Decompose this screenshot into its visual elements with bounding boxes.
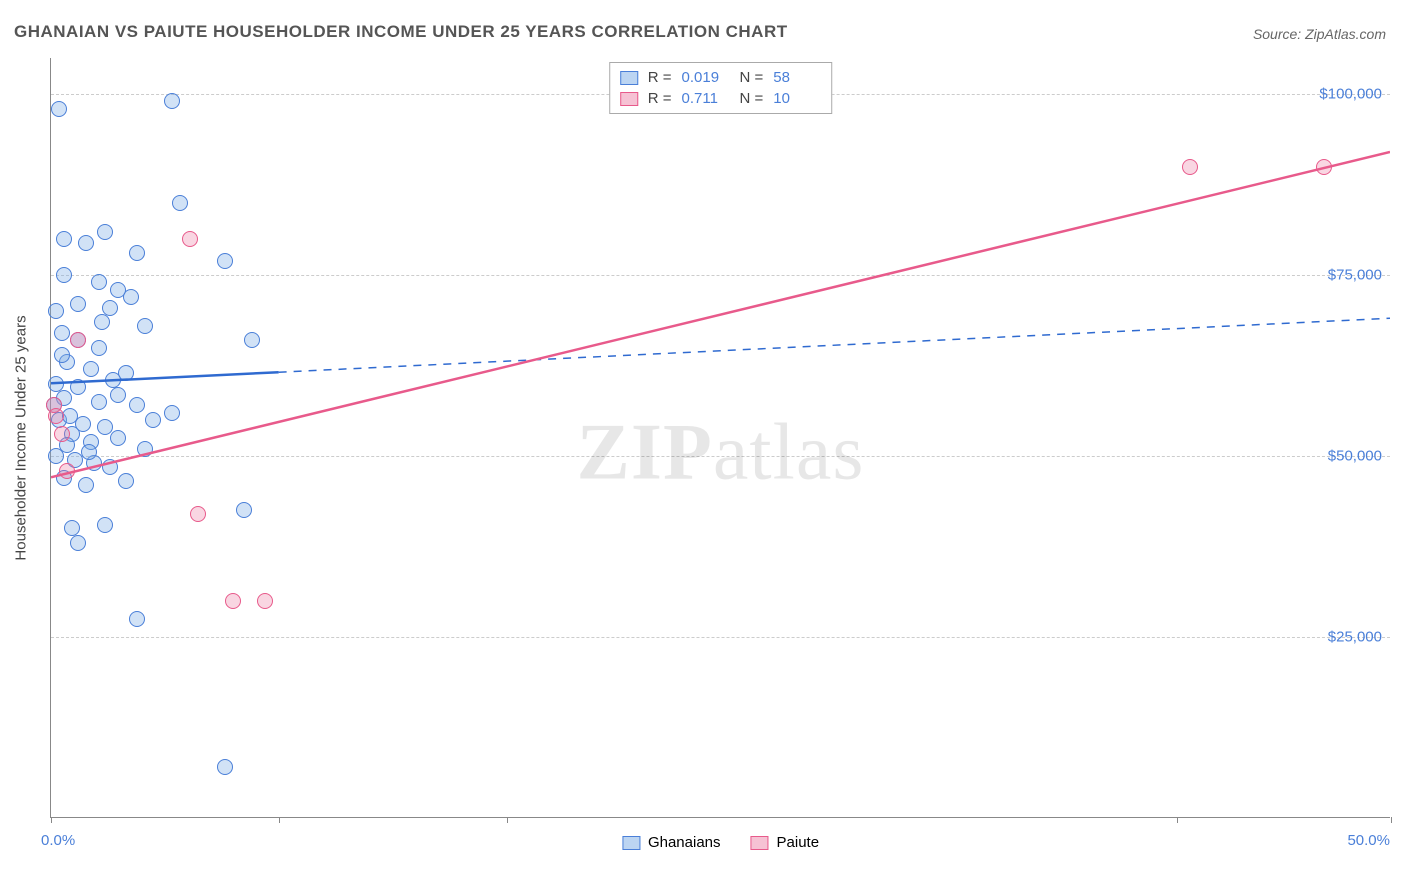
data-point-ghanaian: [236, 502, 252, 518]
data-point-paiute: [48, 408, 64, 424]
data-point-ghanaian: [145, 412, 161, 428]
legend-label-ghanaians: Ghanaians: [648, 834, 721, 851]
data-point-paiute: [190, 506, 206, 522]
data-point-ghanaian: [97, 224, 113, 240]
source-attribution: Source: ZipAtlas.com: [1253, 26, 1386, 42]
data-point-ghanaian: [48, 303, 64, 319]
data-point-ghanaian: [91, 340, 107, 356]
data-point-ghanaian: [70, 379, 86, 395]
watermark: ZIPatlas: [577, 407, 865, 498]
data-point-ghanaian: [129, 397, 145, 413]
data-point-ghanaian: [137, 441, 153, 457]
data-point-ghanaian: [78, 235, 94, 251]
data-point-paiute: [225, 593, 241, 609]
legend-series: Ghanaians Paiute: [622, 834, 819, 851]
legend-item-paiute: Paiute: [751, 834, 820, 851]
data-point-ghanaian: [56, 267, 72, 283]
x-tick: [1177, 817, 1178, 823]
y-tick-label: $25,000: [1328, 629, 1382, 646]
data-point-ghanaian: [54, 325, 70, 341]
data-point-ghanaian: [244, 332, 260, 348]
data-point-ghanaian: [70, 296, 86, 312]
data-point-paiute: [257, 593, 273, 609]
data-point-ghanaian: [118, 473, 134, 489]
data-point-ghanaian: [54, 347, 70, 363]
trend-paiute-solid: [51, 152, 1390, 477]
data-point-ghanaian: [78, 477, 94, 493]
y-axis-label: Householder Income Under 25 years: [13, 315, 30, 560]
data-point-ghanaian: [97, 517, 113, 533]
y-tick-label: $50,000: [1328, 448, 1382, 465]
data-point-ghanaian: [91, 274, 107, 290]
data-point-ghanaian: [110, 282, 126, 298]
data-point-ghanaian: [110, 387, 126, 403]
data-point-paiute: [182, 231, 198, 247]
legend-item-ghanaians: Ghanaians: [622, 834, 721, 851]
data-point-ghanaian: [137, 318, 153, 334]
data-point-ghanaian: [217, 759, 233, 775]
data-point-ghanaian: [164, 405, 180, 421]
legend-label-paiute: Paiute: [777, 834, 820, 851]
data-point-ghanaian: [48, 376, 64, 392]
n-label: N =: [740, 69, 764, 86]
swatch-ghanaians-icon: [622, 836, 640, 850]
data-point-paiute: [1182, 159, 1198, 175]
x-tick: [51, 817, 52, 823]
n-label: N =: [740, 90, 764, 107]
data-point-paiute: [70, 332, 86, 348]
data-point-ghanaian: [70, 535, 86, 551]
y-tick-label: $100,000: [1319, 86, 1382, 103]
data-point-paiute: [1316, 159, 1332, 175]
chart-area: Householder Income Under 25 years $25,00…: [50, 58, 1390, 818]
data-point-ghanaian: [129, 245, 145, 261]
data-point-ghanaian: [51, 101, 67, 117]
y-tick-label: $75,000: [1328, 267, 1382, 284]
n-value-paiute: 10: [773, 90, 821, 107]
gridline: [51, 456, 1390, 457]
data-point-paiute: [54, 426, 70, 442]
legend-stats-row-ghanaians: R = 0.019 N = 58: [620, 67, 822, 88]
x-axis-min-label: 0.0%: [41, 832, 75, 849]
x-tick: [279, 817, 280, 823]
data-point-ghanaian: [129, 611, 145, 627]
x-axis-max-label: 50.0%: [1347, 832, 1390, 849]
data-point-ghanaian: [217, 253, 233, 269]
data-point-ghanaian: [105, 372, 121, 388]
trend-ghanaians-dashed: [279, 318, 1390, 372]
legend-stats-row-paiute: R = 0.711 N = 10: [620, 88, 822, 109]
gridline: [51, 275, 1390, 276]
chart-title: GHANAIAN VS PAIUTE HOUSEHOLDER INCOME UN…: [14, 22, 788, 42]
data-point-ghanaian: [91, 394, 107, 410]
data-point-paiute: [59, 463, 75, 479]
data-point-ghanaian: [83, 361, 99, 377]
data-point-ghanaian: [94, 314, 110, 330]
data-point-ghanaian: [97, 419, 113, 435]
legend-stats: R = 0.019 N = 58 R = 0.711 N = 10: [609, 62, 833, 114]
swatch-paiute-icon: [751, 836, 769, 850]
data-point-ghanaian: [164, 93, 180, 109]
x-tick: [507, 817, 508, 823]
data-point-ghanaian: [56, 231, 72, 247]
r-label: R =: [648, 90, 672, 107]
data-point-ghanaian: [172, 195, 188, 211]
r-value-paiute: 0.711: [682, 90, 730, 107]
data-point-ghanaian: [81, 444, 97, 460]
data-point-ghanaian: [102, 459, 118, 475]
data-point-ghanaian: [110, 430, 126, 446]
x-tick: [1391, 817, 1392, 823]
n-value-ghanaians: 58: [773, 69, 821, 86]
r-label: R =: [648, 69, 672, 86]
r-value-ghanaians: 0.019: [682, 69, 730, 86]
gridline: [51, 637, 1390, 638]
swatch-paiute-icon: [620, 92, 638, 106]
data-point-ghanaian: [102, 300, 118, 316]
swatch-ghanaians-icon: [620, 71, 638, 85]
